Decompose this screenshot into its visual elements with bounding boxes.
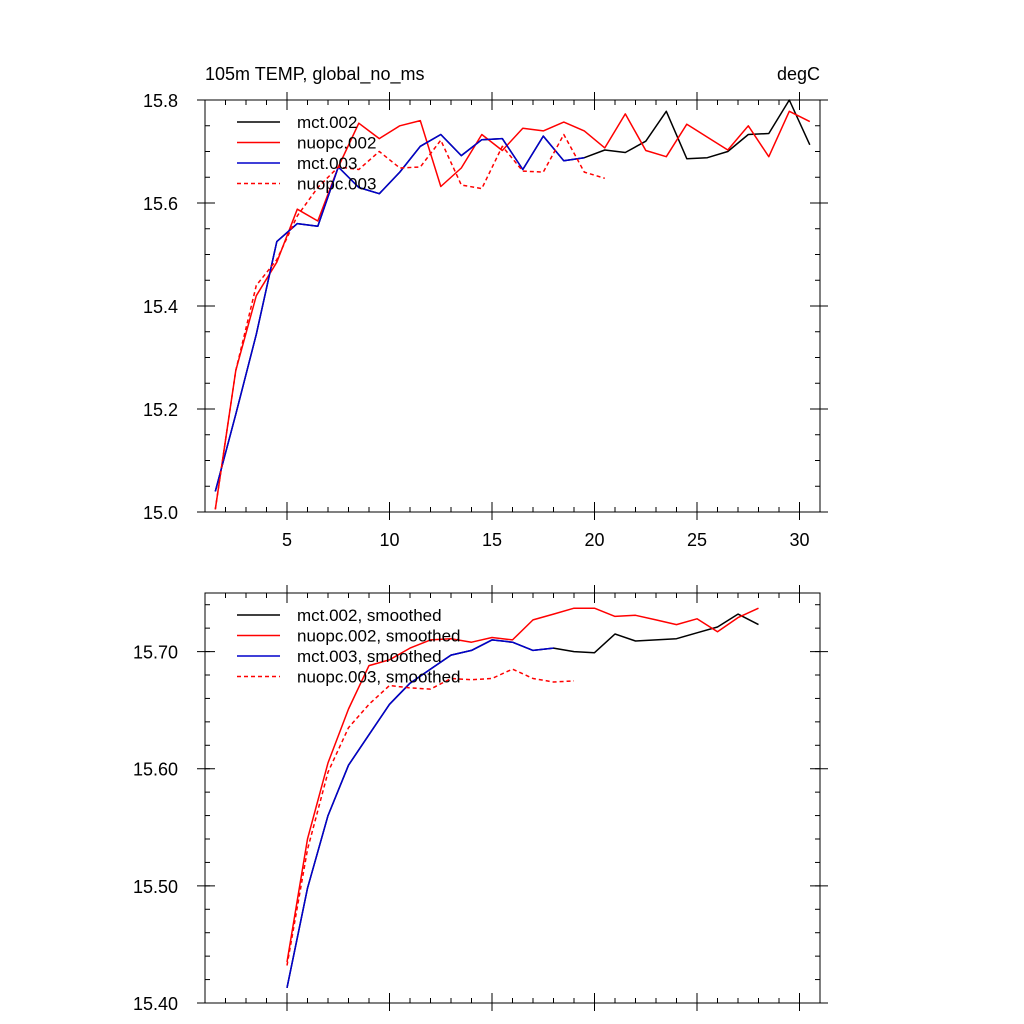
x-tick-label: 15 — [482, 530, 502, 550]
y-tick-label: 15.6 — [143, 194, 178, 214]
legend-label: mct.002, smoothed — [297, 606, 442, 625]
y-tick-label: 15.0 — [143, 503, 178, 523]
top-panel: 5 10 15 20 25 30 15.0 15.2 15.4 15.6 15.8 105m TEMP… — [143, 64, 828, 550]
x-tick-label: 10 — [379, 530, 399, 550]
y-tick-label: 15.4 — [143, 297, 178, 317]
legend-label: mct.002 — [297, 113, 357, 132]
series-line — [286, 668, 575, 966]
y-tick-label: 15.2 — [143, 400, 178, 420]
bottom-panel: 15.40 15.50 15.60 15.70 mct.002, smoothed nuo… — [133, 585, 828, 1014]
legend-label: nuopc.003 — [297, 175, 376, 194]
series-line — [214, 110, 811, 510]
y-tick-label: 15.60 — [133, 760, 178, 780]
x-tick-label: 5 — [282, 530, 292, 550]
series-line — [214, 133, 606, 510]
series-line — [214, 133, 585, 492]
x-tick-label: 25 — [687, 530, 707, 550]
series-line — [286, 639, 554, 988]
legend-label: mct.003 — [297, 154, 357, 173]
chart-title: 105m TEMP, global_no_ms — [205, 64, 424, 85]
legend-label: nuopc.003, smoothed — [297, 668, 461, 687]
y-tick-label: 15.70 — [133, 643, 178, 663]
y-tick-label: 15.50 — [133, 877, 178, 897]
legend-label: nuopc.002, smoothed — [297, 627, 461, 646]
y-tick-label: 15.8 — [143, 91, 178, 111]
y-tick-label: 15.40 — [133, 994, 178, 1014]
legend-label: mct.003, smoothed — [297, 647, 442, 666]
units-label: degC — [777, 64, 820, 84]
x-tick-label: 20 — [584, 530, 604, 550]
x-tick-label: 30 — [789, 530, 809, 550]
legend-label: nuopc.002 — [297, 134, 376, 153]
series-line — [286, 607, 759, 963]
